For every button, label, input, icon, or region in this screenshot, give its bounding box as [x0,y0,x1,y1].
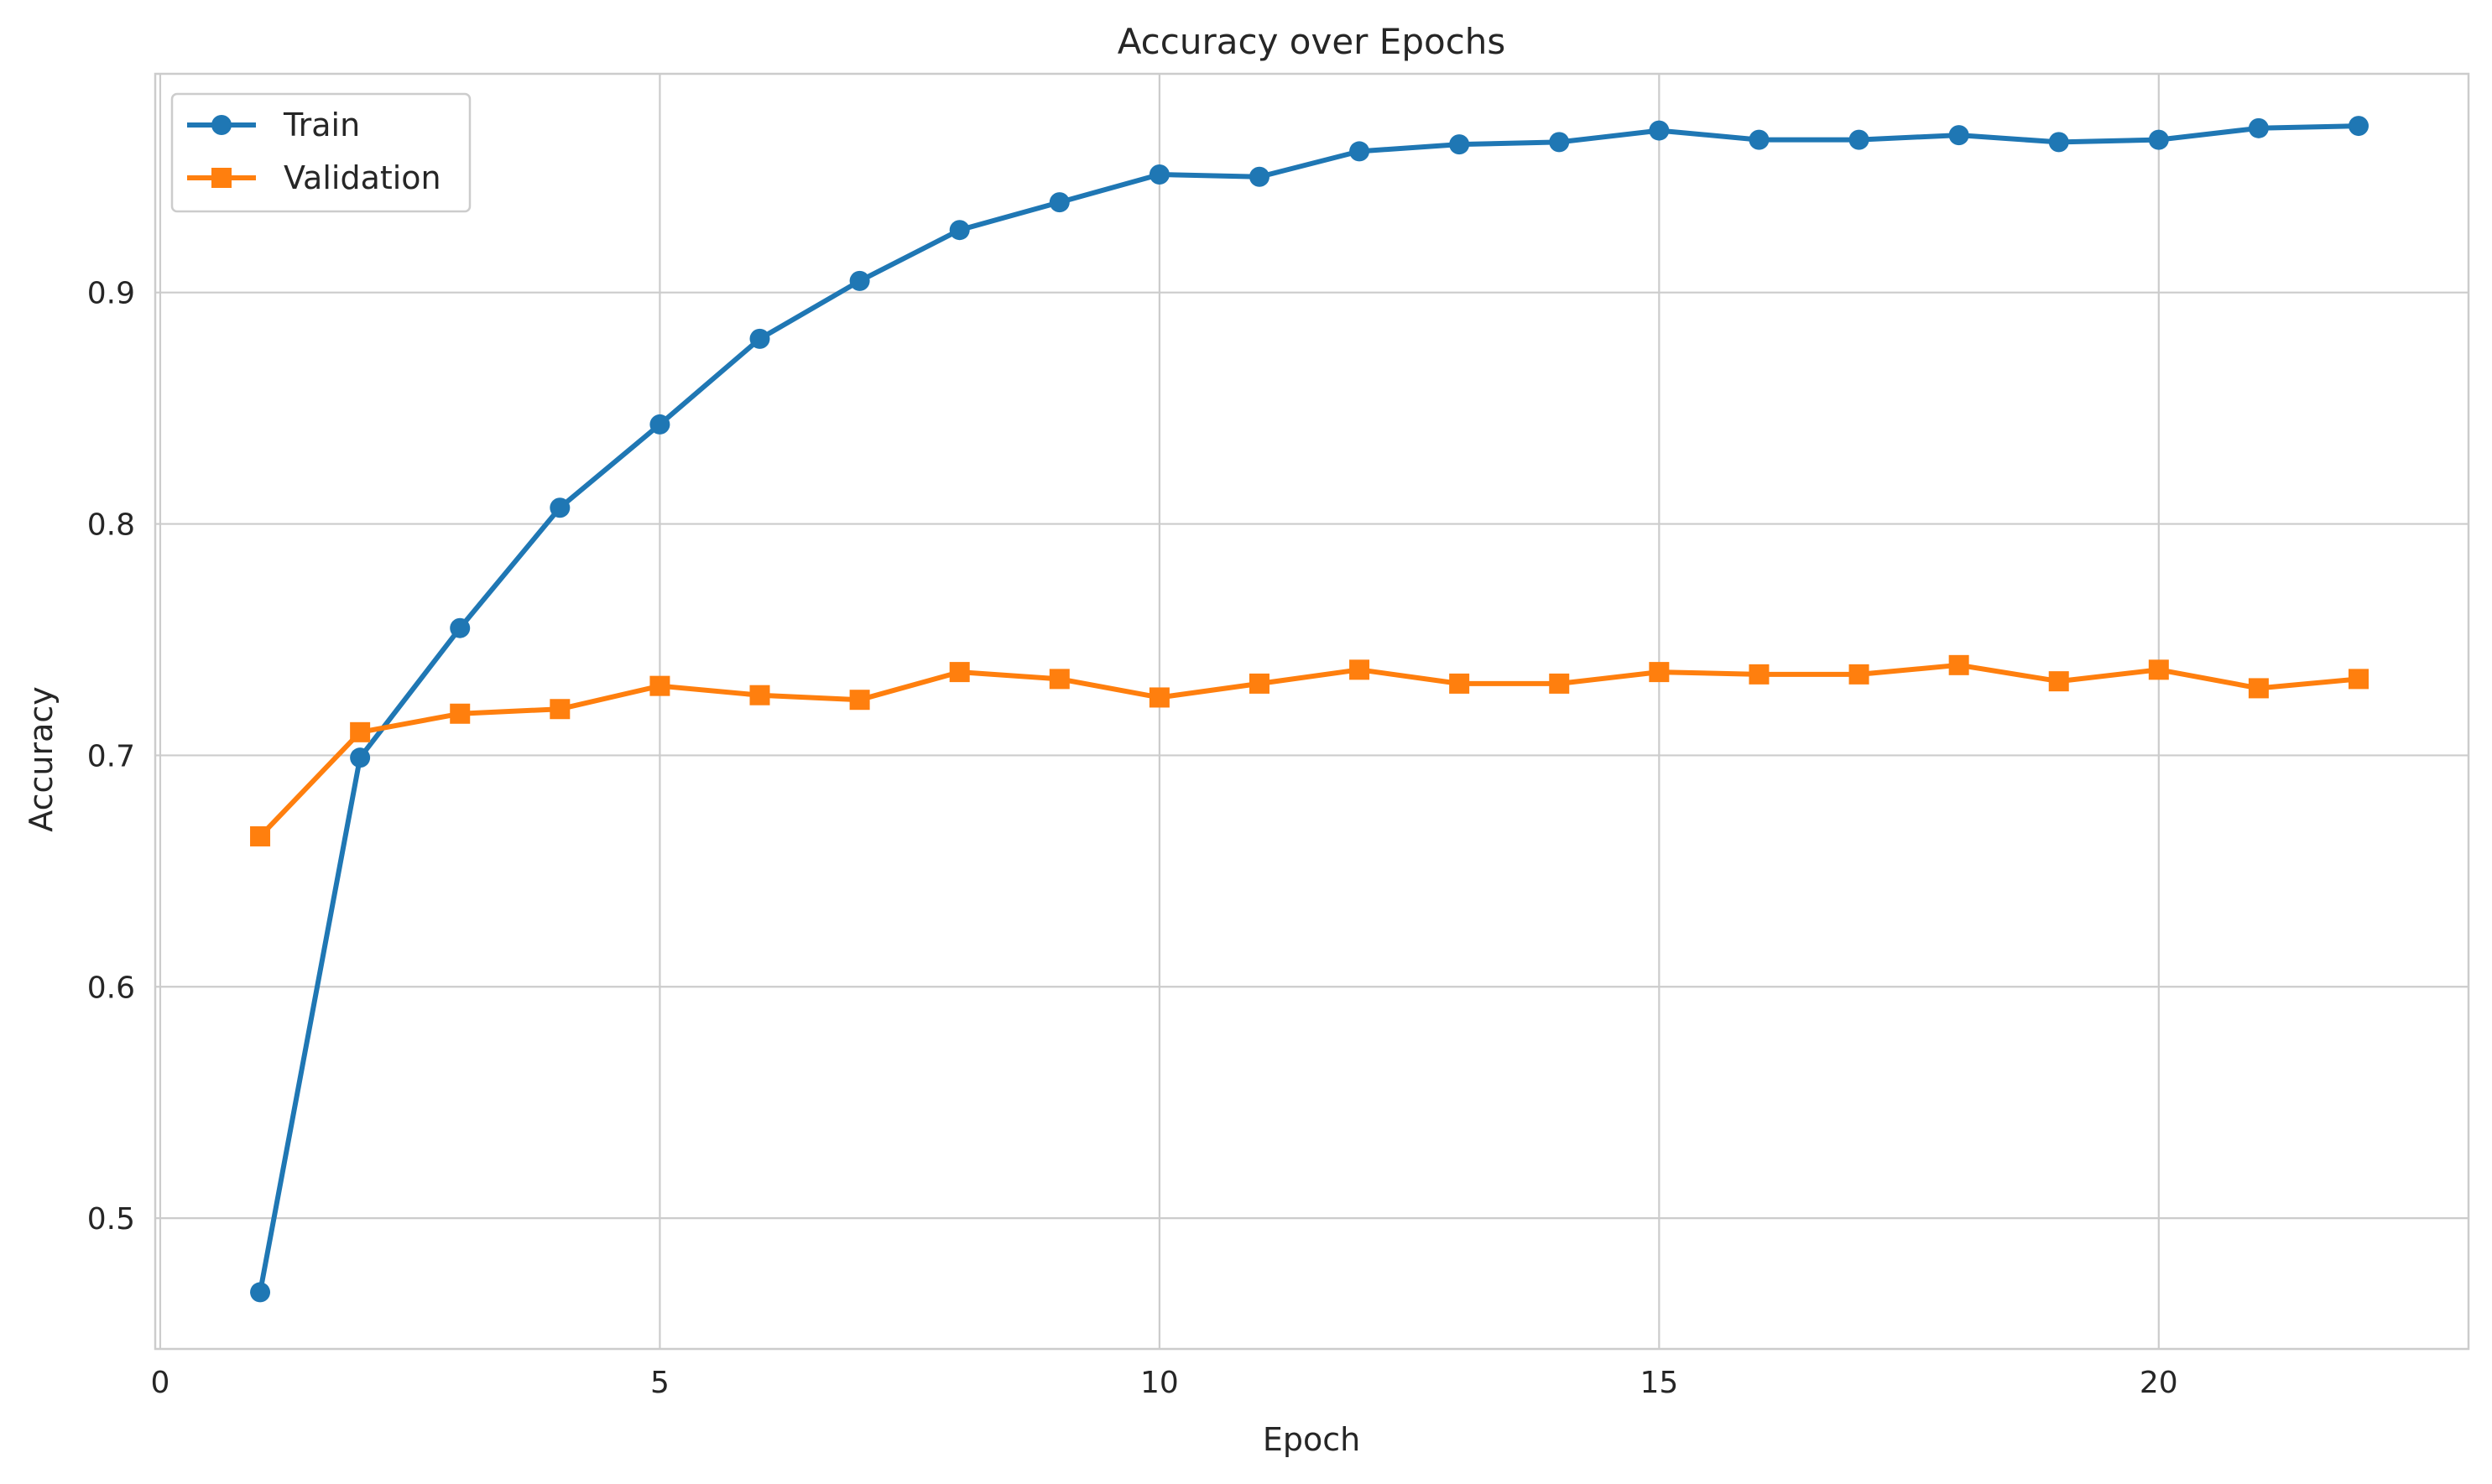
validation-point [949,662,970,683]
validation-point [1649,662,1670,683]
validation-point [1848,664,1869,685]
validation-point [2348,669,2369,690]
validation-series-line [258,662,2361,839]
legend-validation-label: Validation [284,159,441,196]
legend-train-marker [211,115,232,135]
validation-point [550,699,571,720]
validation-point [2048,671,2069,692]
train-point [2248,117,2269,138]
legend-train-label: Train [283,107,360,143]
x-tick-label: 15 [1640,1366,1678,1400]
y-tick-label: 0.8 [87,508,135,543]
train-point [2148,129,2169,150]
train-point [1749,129,1770,150]
validation-point [350,721,371,742]
train-point [250,1282,271,1303]
validation-point [1749,664,1770,685]
x-tick-label: 10 [1140,1366,1179,1400]
train-point [1349,141,1370,162]
train-point [1848,129,1869,150]
train-point [1549,132,1570,153]
train-point [849,270,870,291]
train-point [1049,192,1070,213]
train-point [1449,134,1470,155]
x-tick-label: 5 [650,1366,670,1400]
validation-point [649,675,670,696]
legend-validation-marker [211,168,232,188]
validation-point [1249,673,1269,694]
y-tick-label: 0.7 [87,739,135,773]
plot-frame [154,72,2470,1351]
validation-point [749,685,770,706]
train-point [450,617,471,638]
x-axis-label: Epoch [1263,1421,1360,1458]
train-point [749,328,770,349]
y-tick-label: 0.9 [87,277,135,311]
chart-title: Accuracy over Epochs [1118,21,1506,62]
train-point [1249,166,1269,187]
y-tick-label: 0.5 [87,1202,135,1237]
y-axis-label: Accuracy [23,686,60,832]
y-tick-label: 0.6 [87,971,135,1005]
validation-point [2148,659,2169,680]
train-point [550,497,571,518]
train-series-line [258,123,2361,1295]
x-tick-label: 0 [151,1366,170,1400]
train-point [350,747,371,768]
train-point [1649,120,1670,141]
validation-point [450,703,471,724]
train-point [2348,116,2369,137]
train-point [1149,164,1170,185]
train-point [2048,132,2069,153]
x-tick-label: 20 [2140,1366,2178,1400]
validation-point [1449,673,1470,694]
validation-point [2248,678,2269,699]
validation-point [1349,659,1370,680]
plot-area: 0 5 10 15 20 0.5 0.6 0.7 0.8 0.9 Train Validation [87,72,2470,1400]
validation-point [1049,669,1070,690]
validation-point [250,825,271,846]
validation-point [1948,654,1969,675]
validation-point [1149,687,1170,708]
validation-point [849,690,870,711]
train-point [1948,125,1969,146]
train-point [949,220,970,241]
validation-point [1549,673,1570,694]
train-point [649,414,670,435]
